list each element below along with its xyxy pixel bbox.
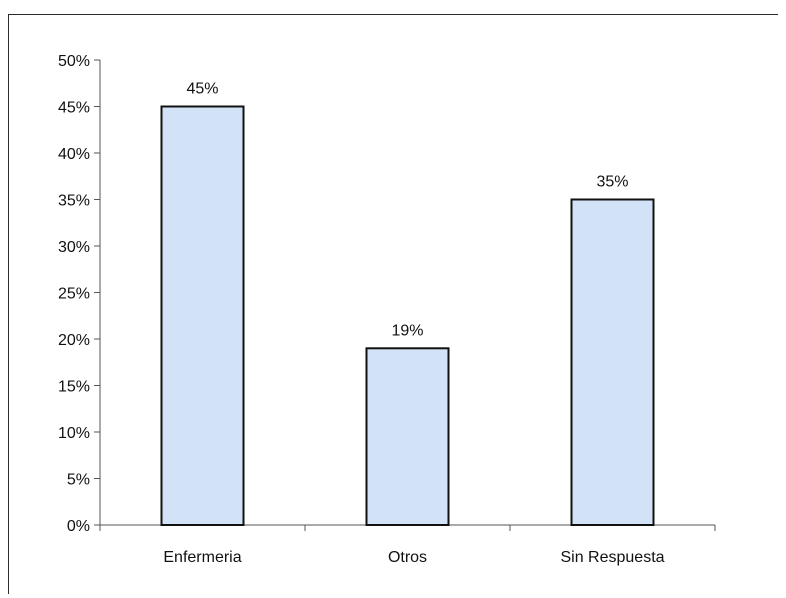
y-tick-label: 5%	[67, 472, 90, 489]
y-tick-label: 50%	[58, 53, 90, 70]
bar-2	[365, 347, 450, 526]
x-category-label: Enfermeria	[163, 549, 241, 566]
y-tick-label: 45%	[58, 100, 90, 117]
y-tick-label: 40%	[58, 146, 90, 163]
x-category-label: Sin Respuesta	[560, 549, 664, 566]
y-tick-label: 15%	[58, 379, 90, 396]
y-tick-label: 10%	[58, 425, 90, 442]
bar-3	[570, 198, 655, 526]
data-label: 19%	[391, 322, 423, 339]
bar-1	[160, 105, 245, 526]
y-tick-label: 20%	[58, 332, 90, 349]
y-tick-label: 30%	[58, 239, 90, 256]
y-tick-label: 35%	[58, 193, 90, 210]
data-label: 45%	[186, 81, 218, 98]
y-tick-label: 25%	[58, 286, 90, 303]
y-tick-label: 0%	[67, 518, 90, 535]
x-category-label: Otros	[388, 549, 427, 566]
data-label: 35%	[596, 174, 628, 191]
